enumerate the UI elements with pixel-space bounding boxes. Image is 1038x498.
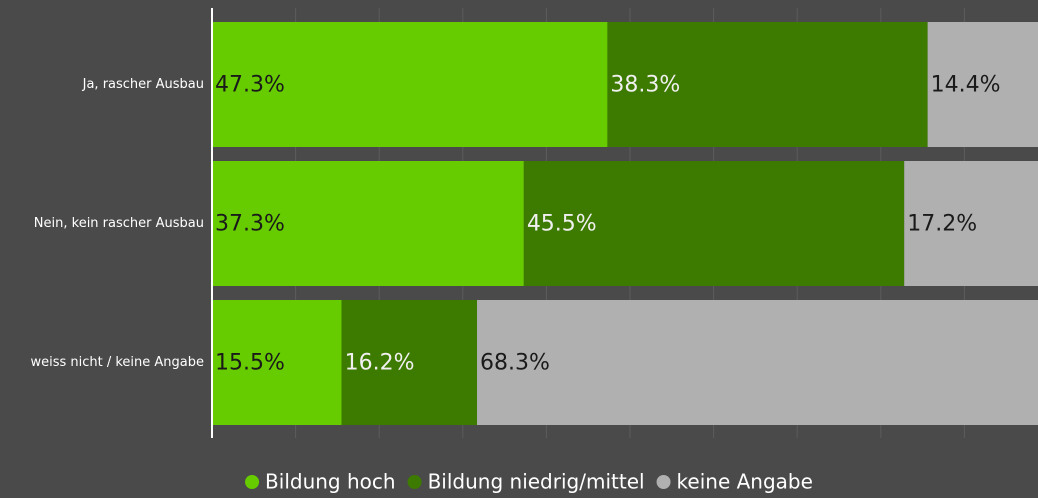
bar-segment [212,161,524,286]
value-label: 47.3% [215,73,285,98]
legend-label: Bildung niedrig/mittel [428,470,645,494]
value-label: 38.3% [610,73,680,98]
category-label: Nein, kein rascher Ausbau [34,216,204,231]
value-label: 45.5% [527,212,597,237]
value-label: 14.4% [931,73,1001,98]
value-label: 15.5% [215,351,285,376]
value-label: 68.3% [480,351,550,376]
bar-segment [341,300,478,425]
value-label: 37.3% [215,212,285,237]
legend-marker [656,475,671,489]
bar-segment [523,161,905,286]
legend-label: Bildung hoch [265,470,396,494]
category-label: weiss nicht / keine Angabe [30,355,204,370]
bar-segment [607,22,928,147]
legend: Bildung hoch Bildung niedrig/mittel keine … [245,470,813,494]
legend-label: keine Angabe [677,470,813,494]
value-label: 17.2% [907,212,977,237]
legend-marker [407,475,422,489]
category-label: Ja, rascher Ausbau [82,77,204,92]
bar-segment [477,300,1038,425]
bar-segment [927,22,1038,147]
bar-segment [212,22,608,147]
legend-marker [245,475,260,489]
bar-segment [212,300,342,425]
bar-segment [904,161,1038,286]
plot: Ja, rascher Ausbau 47.3% 38.3% 14.4% Nein, k… [30,8,1038,438]
value-label: 16.2% [345,351,415,376]
